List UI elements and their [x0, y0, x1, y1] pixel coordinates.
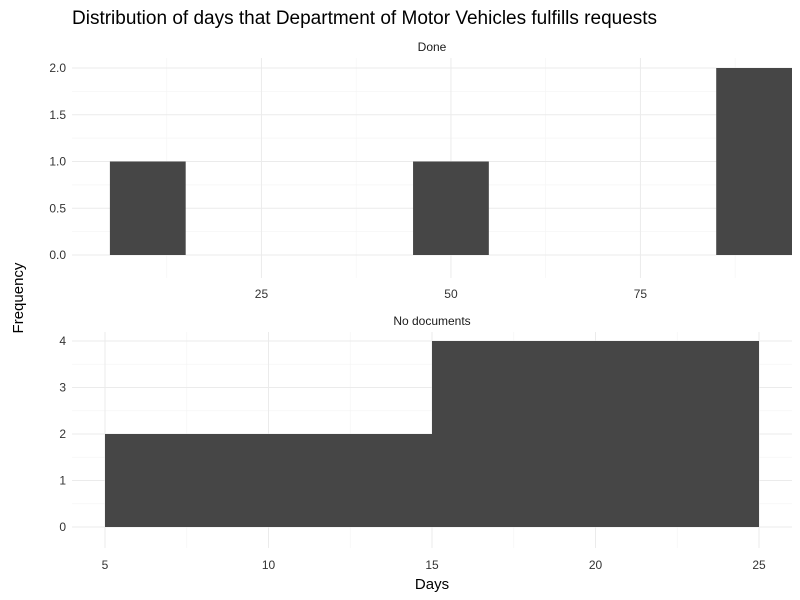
y-tick-label: 0.0	[49, 248, 66, 262]
histogram-bar	[432, 341, 759, 527]
x-tick-label: 10	[262, 558, 276, 572]
y-tick-label: 2.0	[49, 61, 66, 75]
x-axis-title: Days	[415, 576, 449, 593]
facet-strip-label-no-documents: No documents	[393, 314, 470, 328]
x-tick-label: 50	[444, 287, 458, 301]
y-tick-label: 1.5	[49, 108, 66, 122]
histogram-bar	[105, 434, 432, 527]
y-tick-label: 4	[59, 334, 66, 348]
y-tick-label: 0.5	[49, 201, 66, 215]
histogram-bar	[413, 161, 489, 255]
y-tick-label: 2	[59, 427, 66, 441]
y-tick-label: 0	[59, 520, 66, 534]
facet-strip-label-done: Done	[418, 40, 447, 54]
chart-title: Distribution of days that Department of …	[72, 8, 657, 29]
y-tick-label: 1.0	[49, 155, 66, 169]
histogram-bar	[109, 161, 186, 255]
y-tick-label: 3	[59, 381, 66, 395]
facet-panel-done: 0.0 0.5 1.0 1.5 2.0 25 50 75	[49, 58, 792, 301]
facet-panel-no-documents: 0 1 2 3 4 5 10 15 20 25	[59, 332, 792, 572]
x-tick-label: 25	[255, 287, 269, 301]
x-tick-label: 20	[589, 558, 603, 572]
x-tick-label: 15	[425, 558, 439, 572]
y-axis-title: Frequency	[10, 262, 27, 333]
histogram-bar	[716, 68, 792, 255]
y-tick-label: 1	[59, 474, 66, 488]
x-tick-label: 5	[102, 558, 109, 572]
x-tick-label: 25	[752, 558, 766, 572]
x-tick-label: 75	[634, 287, 648, 301]
